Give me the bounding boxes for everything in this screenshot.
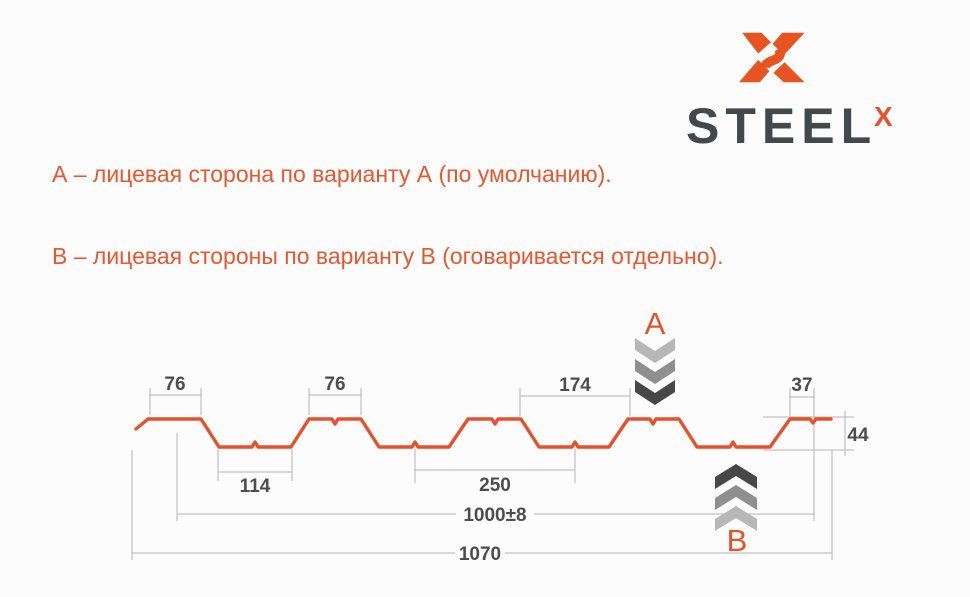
chevron-down-icon [635,359,675,384]
dim-label-overall-width: 1070 [459,544,501,565]
dim-label-pitch: 250 [479,475,511,496]
side-a-letter: А [645,306,666,341]
dimension-lines [131,388,854,560]
chevron-down-icon [635,338,675,363]
chevron-up-icon [715,485,757,510]
chevron-up-icon [715,506,757,531]
dim-label-cover-width: 1000±8 [463,505,526,526]
side-b-marker: В [715,464,757,558]
chevron-down-icon [635,380,675,405]
note-variant-a: А – лицевая сторона по варианту А (по ум… [52,161,612,187]
dim-label-valley: 114 [240,476,271,497]
side-b-letter: В [727,523,748,558]
dim-label-crest-left: 76 [164,374,185,395]
dim-label-crest-mid: 76 [324,374,345,395]
logo-x-icon [739,32,805,83]
dim-label-crest-spacing: 174 [559,375,591,396]
brand-name: STEEL [686,98,878,154]
chevron-up-icon [715,464,757,489]
dim-label-height: 44 [847,425,869,446]
dimension-labels: 76 76 174 37 114 250 1000±8 1070 44 [164,374,869,565]
side-a-marker: А [635,306,675,405]
brand-x-superscript: X [874,101,893,132]
profile-outline [134,417,833,449]
note-variant-b: В – лицевая стороны по варианту В (огова… [52,243,724,269]
dim-label-edge-crest: 37 [791,375,812,396]
